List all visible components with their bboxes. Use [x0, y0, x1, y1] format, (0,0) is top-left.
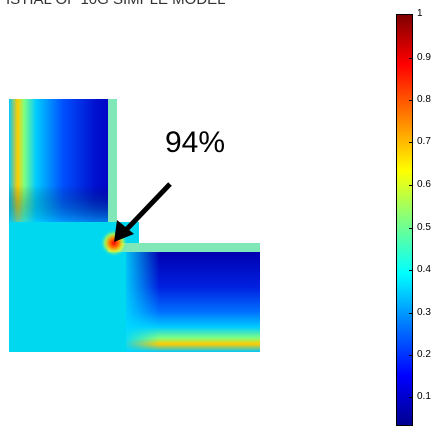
upper-leg-edge — [108, 99, 117, 239]
colorbar-tick: 0.8 — [409, 94, 441, 106]
colorbar-tick: 0.1 — [409, 391, 441, 403]
colorbar-gradient — [396, 14, 413, 426]
figure-title: ISTIAL OF 10G SIMPLE MODEL — [6, 0, 226, 8]
colorbar: 1 0.9 0.8 0.7 0.6 0.5 0.4 0.3 0.2 0.1 — [396, 8, 441, 428]
colorbar-tick: 0.5 — [409, 222, 441, 234]
colorbar-tick: 0.4 — [409, 264, 441, 276]
colorbar-tick: 0.6 — [409, 179, 441, 191]
colorbar-tick: 0.2 — [409, 349, 441, 361]
annotation-label: 94% — [165, 126, 226, 159]
colorbar-tick: 1 — [409, 8, 441, 20]
colorbar-tick: 0.7 — [409, 136, 441, 148]
colorbar-tick: 0.3 — [409, 307, 441, 319]
lower-leg-edge — [108, 243, 260, 252]
upper-leg-shade — [9, 99, 117, 222]
lower-leg-shade — [126, 252, 260, 352]
annotation-arrowhead — [114, 220, 134, 242]
annotation-arrow — [124, 182, 172, 232]
colorbar-tick: 0.9 — [409, 52, 441, 64]
